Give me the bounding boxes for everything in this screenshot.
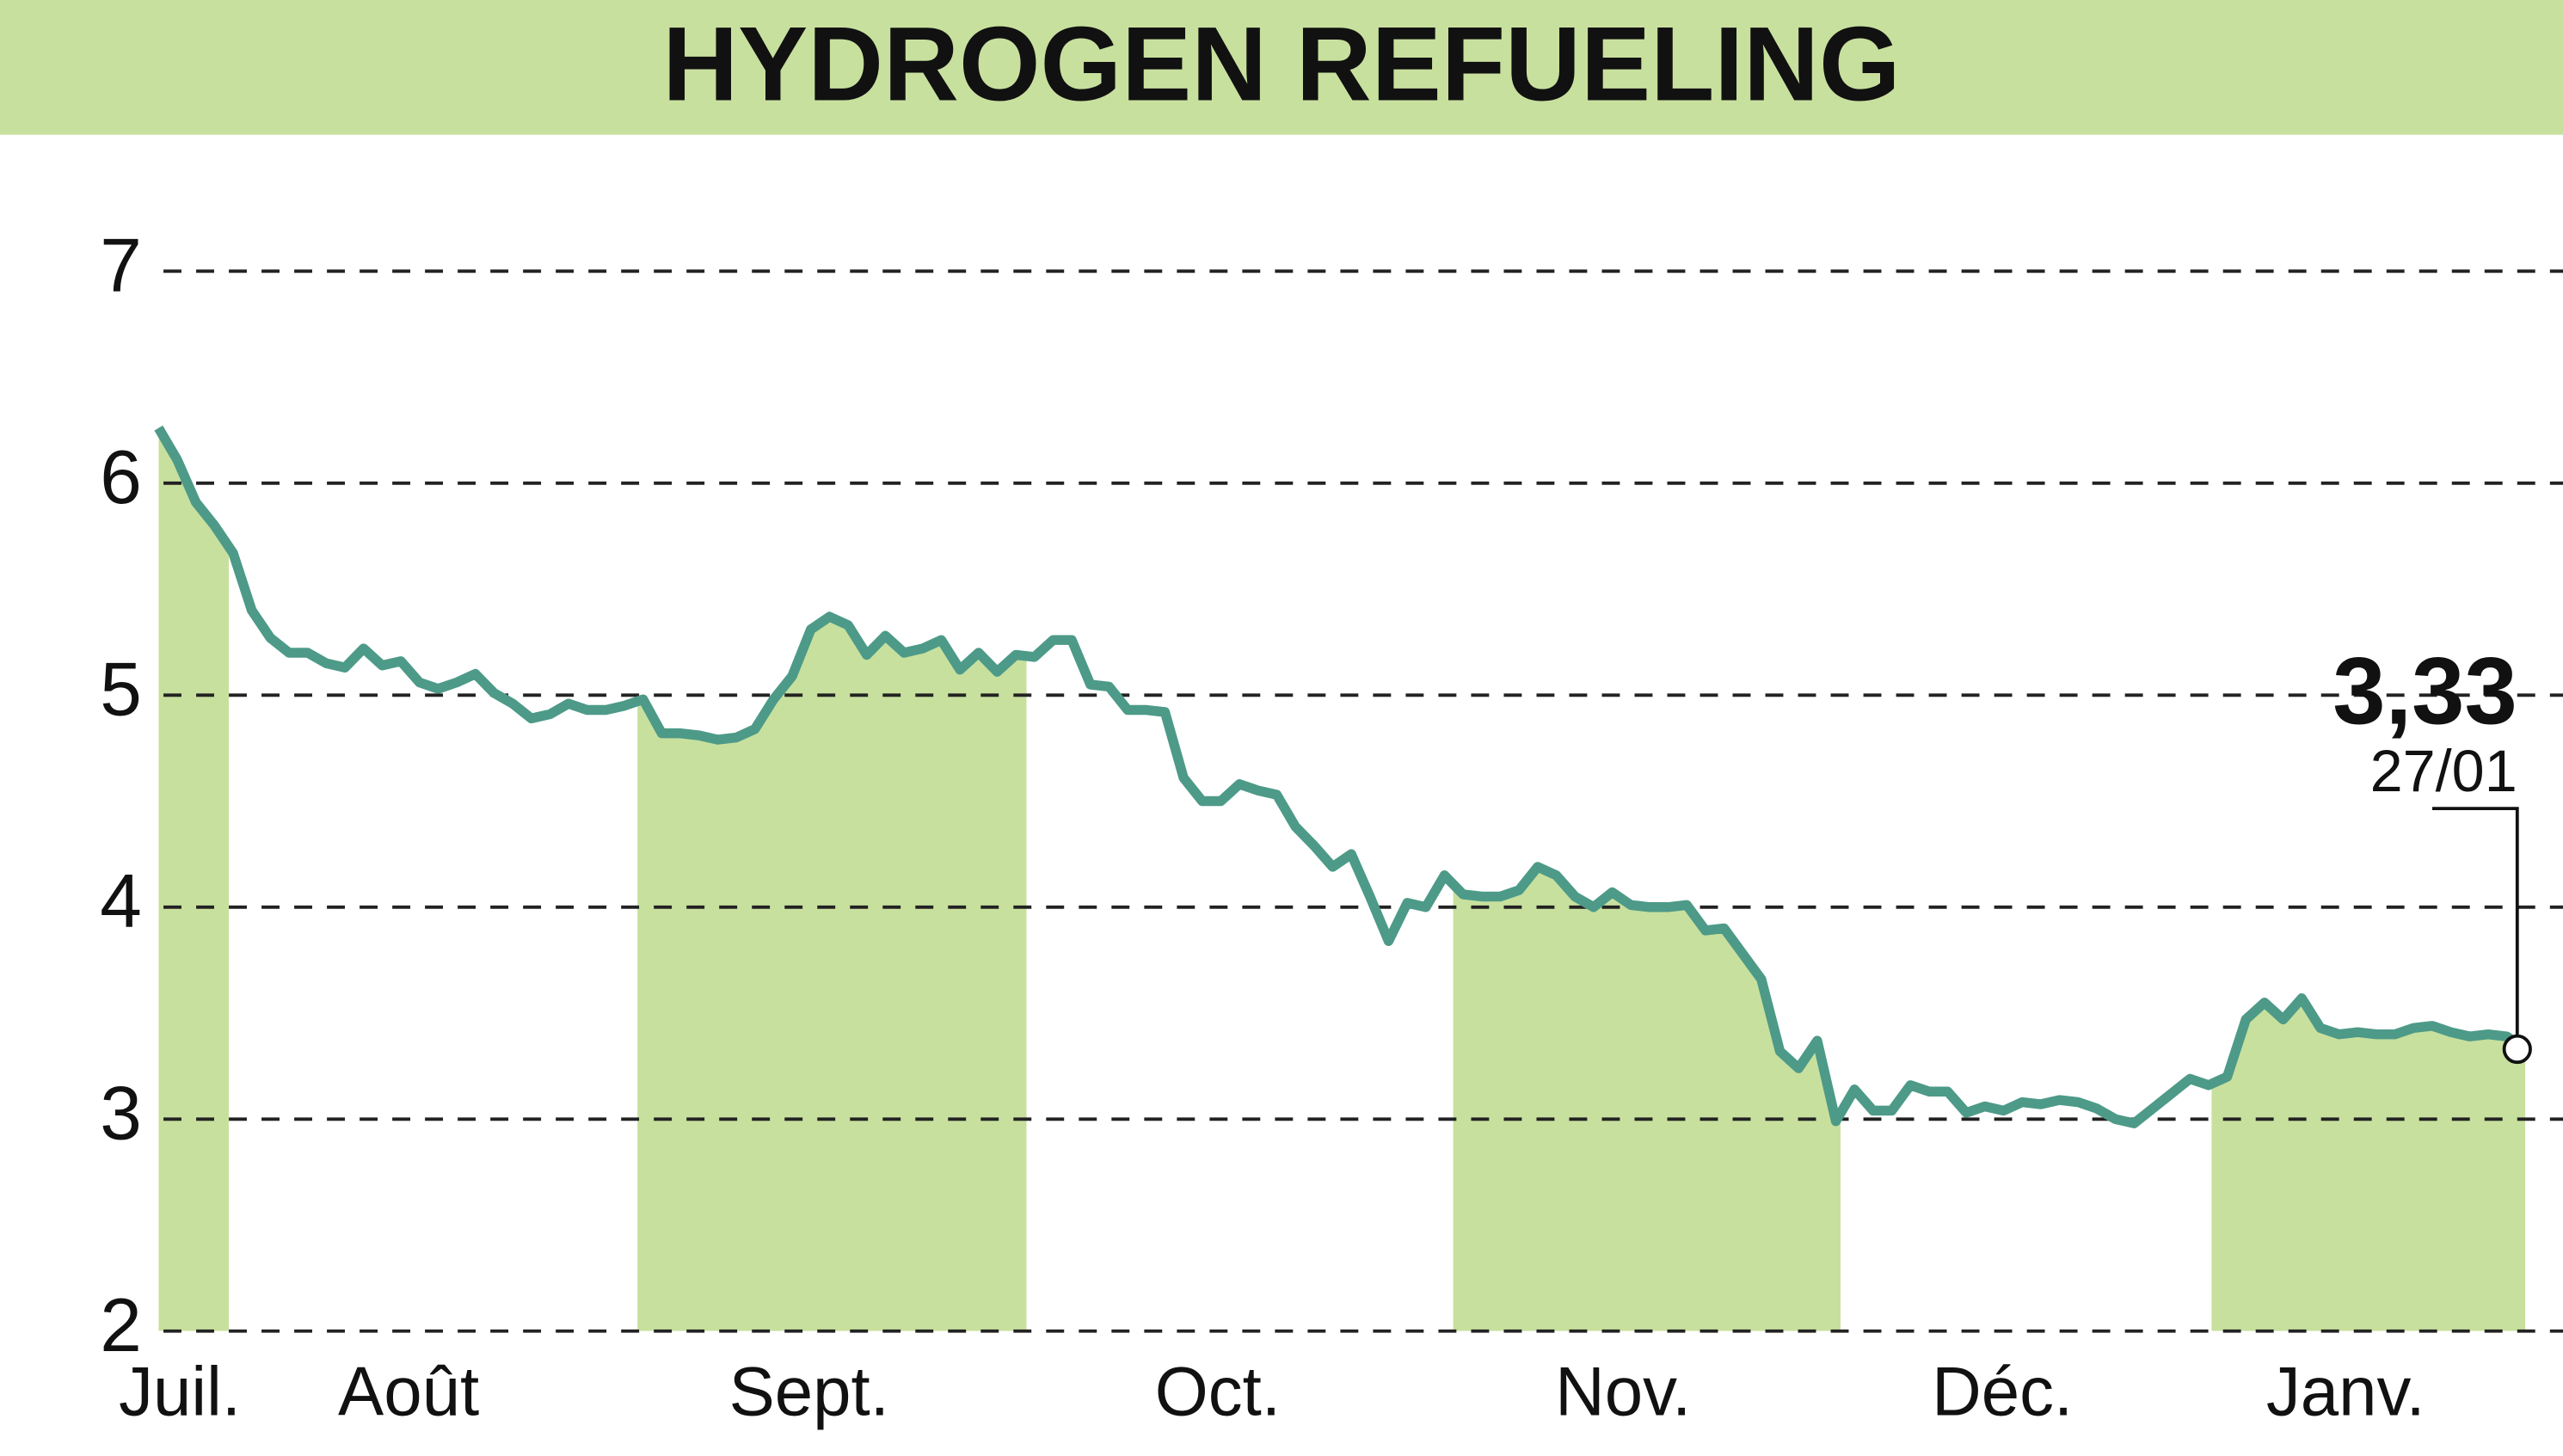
x-tick-label: Janv.: [2266, 1353, 2425, 1429]
y-tick-label: 2: [100, 1283, 142, 1367]
y-tick-label: 6: [100, 435, 142, 519]
x-tick-label: Nov.: [1555, 1353, 1691, 1429]
x-tick-label: Juil.: [119, 1353, 241, 1429]
title-bar: [0, 0, 2563, 135]
y-tick-label: 5: [100, 647, 142, 731]
last-point: [2502, 1034, 2532, 1065]
y-tick-label: 4: [100, 859, 142, 943]
price-line: [154, 425, 2529, 1128]
x-tick-label: Sept.: [729, 1353, 889, 1429]
leader-line: [2431, 807, 2519, 1036]
x-tick-label: Oct.: [1155, 1353, 1281, 1429]
x-tick-label: Déc.: [1932, 1353, 2073, 1429]
month-shading: [158, 427, 2526, 1331]
last-date-label: 27/01: [2370, 738, 2517, 804]
y-tick-label: 3: [100, 1071, 142, 1155]
chart-title: HYDROGEN REFUELING: [662, 5, 1900, 122]
y-tick-label: 7: [100, 223, 142, 307]
x-tick-label: Août: [338, 1353, 479, 1429]
last-value-label: 3,33: [2333, 638, 2517, 744]
